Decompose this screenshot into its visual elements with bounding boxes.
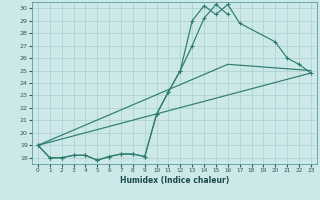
X-axis label: Humidex (Indice chaleur): Humidex (Indice chaleur): [120, 176, 229, 185]
